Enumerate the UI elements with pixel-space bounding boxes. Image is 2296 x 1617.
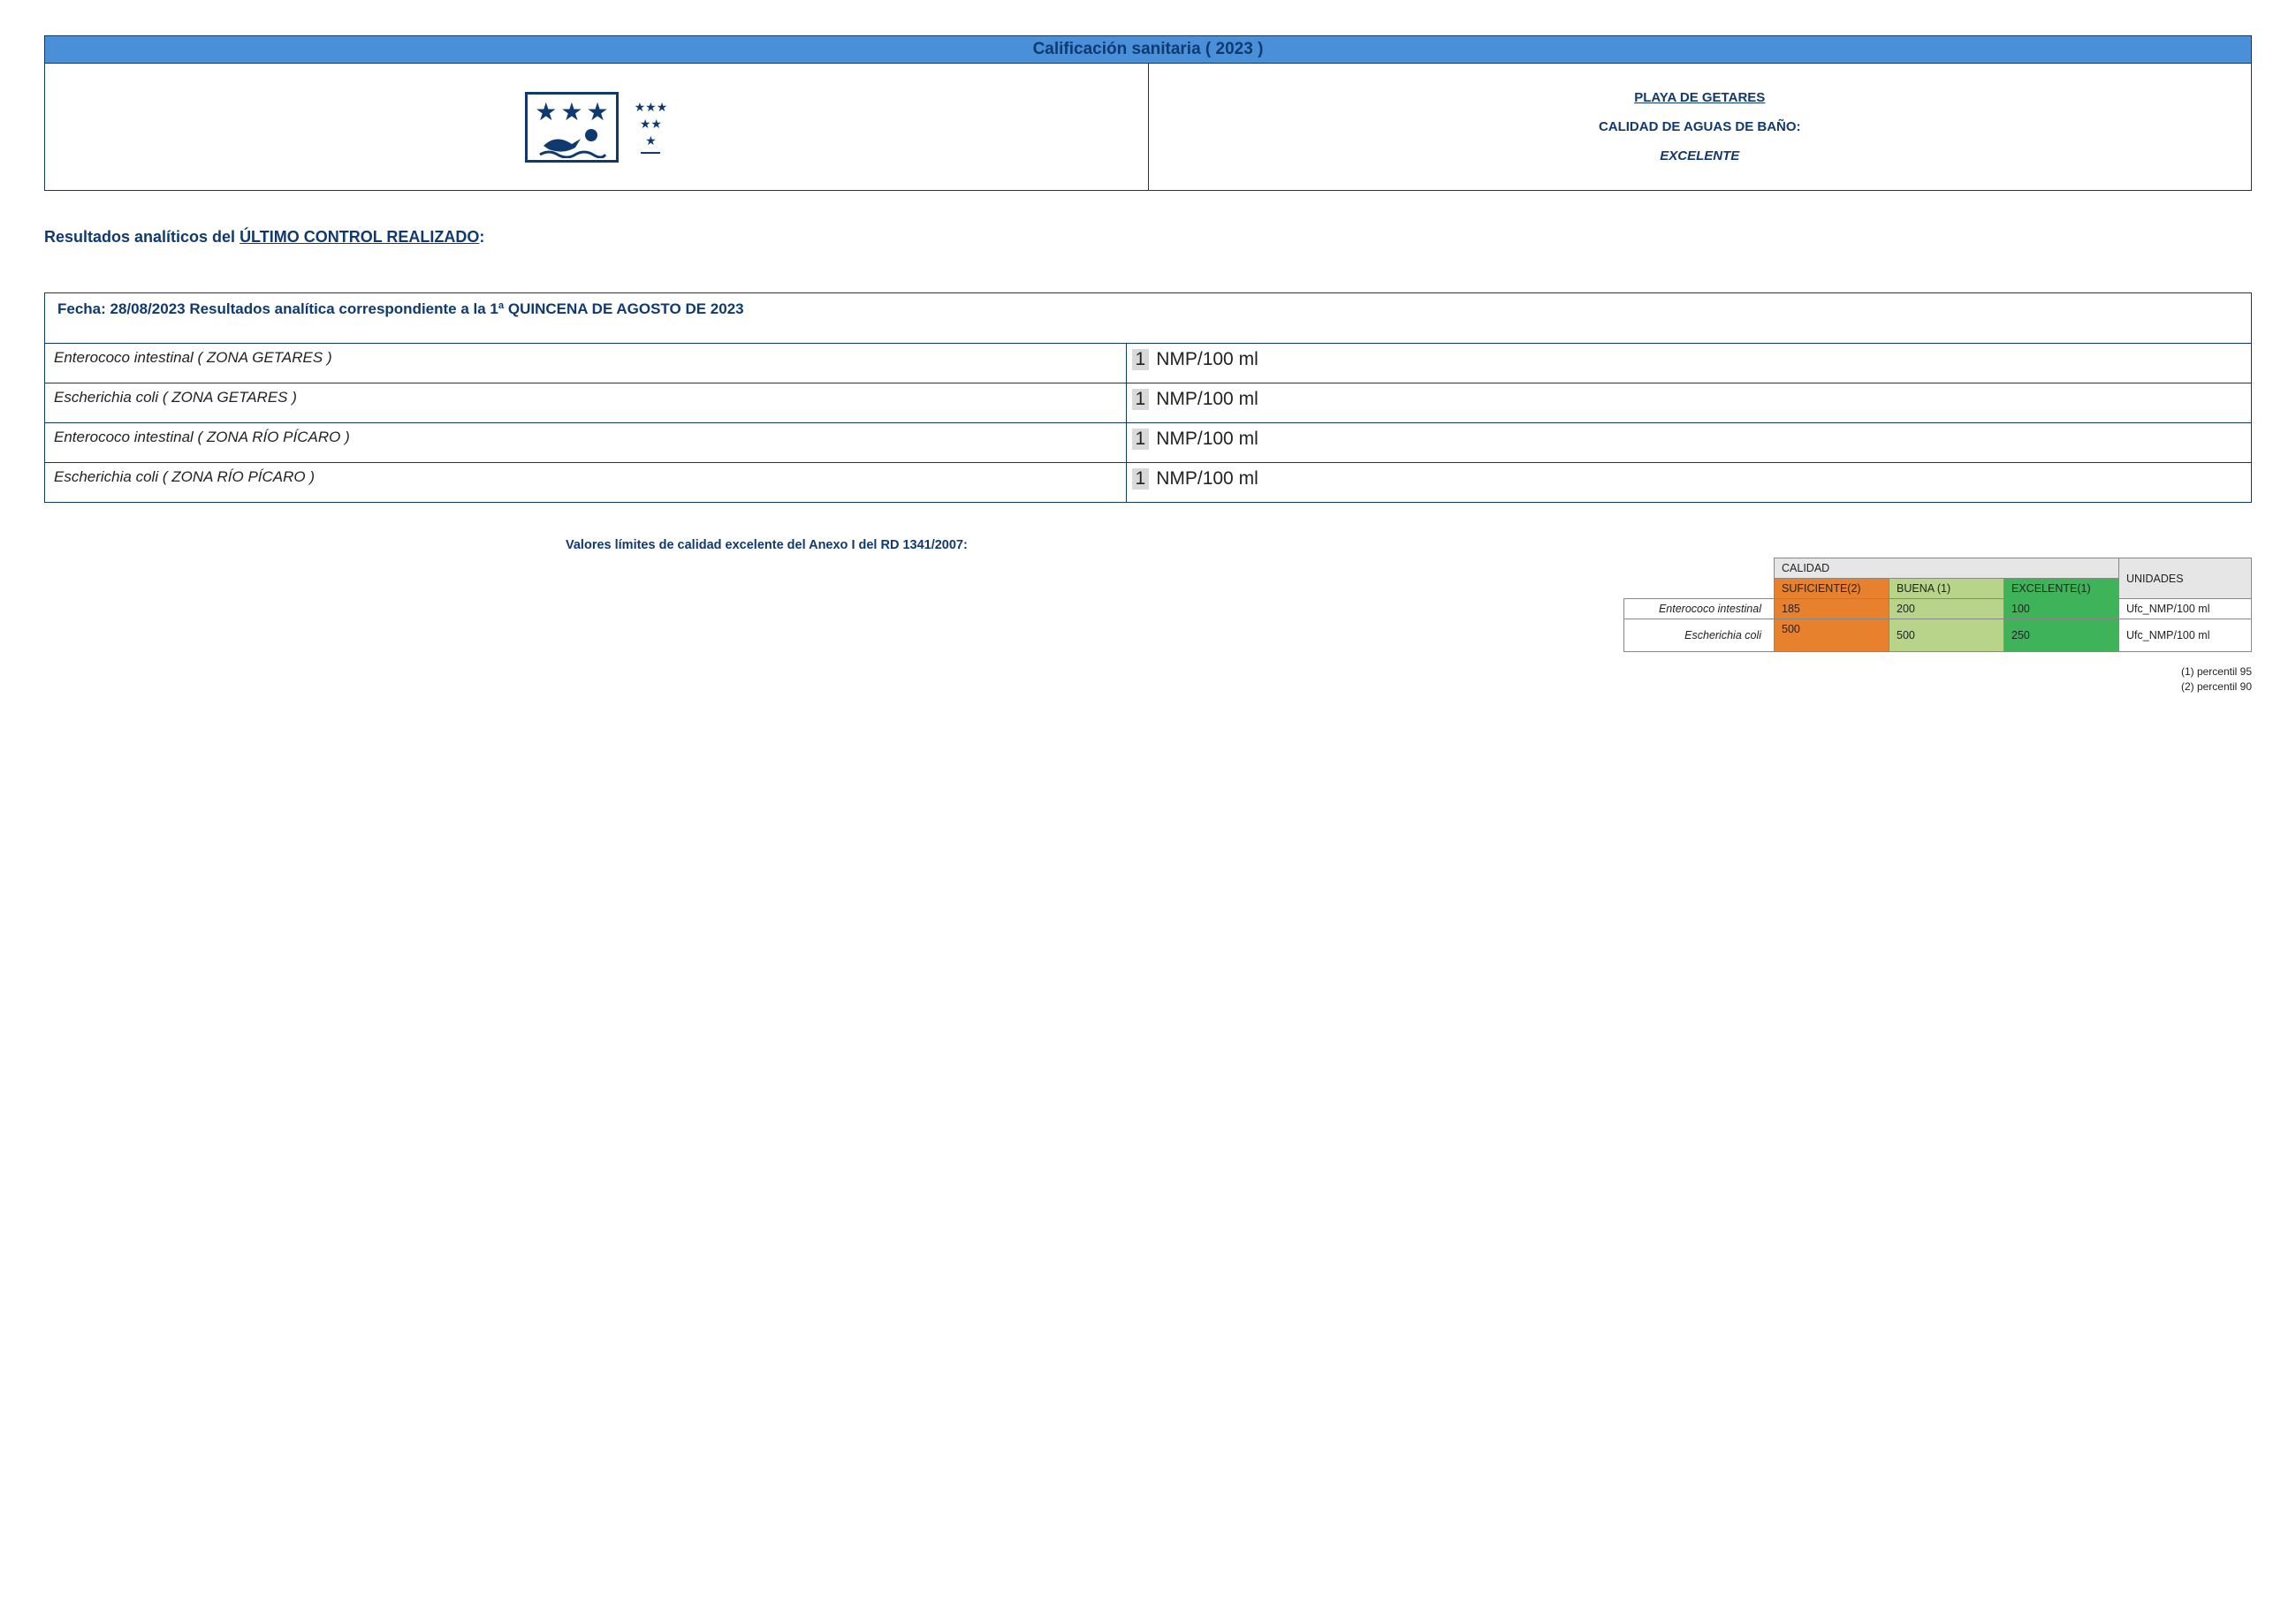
parameter-value: 1 NMP/100 ml: [1126, 463, 2251, 503]
rating-logo-cell: ★ ★ ★ ★★★ ★★ ★: [45, 64, 1149, 190]
spacer: [1624, 579, 1775, 599]
limit-row-name: Escherichia coli: [1624, 619, 1775, 652]
star-icon: ★: [657, 100, 668, 114]
results-date-header: Fecha: 28/08/2023 Resultados analítica c…: [45, 293, 2252, 344]
cat-suficiente: SUFICIENTE(2): [1775, 579, 1889, 599]
parameter-value: 1 NMP/100 ml: [1126, 423, 2251, 463]
parameter-value: 1 NMP/100 ml: [1126, 344, 2251, 383]
star-icon: ★: [650, 117, 662, 131]
value-number: 1: [1132, 349, 1150, 370]
star-icon: ★: [635, 100, 646, 114]
table-row: Enterococo intestinal ( ZONA RÍO PÍCARO …: [45, 423, 2252, 463]
scale-row: ★★: [640, 117, 662, 133]
value-number: 1: [1132, 468, 1150, 490]
limit-row-name: Enterococo intestinal: [1624, 599, 1775, 619]
table-row: Enterococo intestinal ( ZONA GETARES ) 1…: [45, 344, 2252, 383]
quality-rating: EXCELENTE: [1149, 141, 2252, 171]
value-unit: NMP/100 ml: [1156, 389, 1258, 409]
badge-stars-row: ★ ★ ★: [535, 100, 608, 125]
scale-row: ★: [645, 133, 657, 149]
col-calidad: CALIDAD: [1775, 558, 2119, 579]
limit-unidades: Ufc_NMP/100 ml: [2119, 599, 2252, 619]
results-heading: Resultados analíticos del ÚLTIMO CONTROL…: [44, 228, 2252, 247]
cat-buena: BUENA (1): [1889, 579, 2004, 599]
heading-suffix: :: [479, 228, 484, 246]
limits-table-wrap: CALIDAD UNIDADES SUFICIENTE(2) BUENA (1)…: [44, 558, 2252, 652]
col-unidades: UNIDADES: [2119, 558, 2252, 599]
value-unit: NMP/100 ml: [1156, 349, 1258, 369]
parameter-name: Escherichia coli ( ZONA GETARES ): [45, 383, 1127, 423]
star-icon: ★: [640, 117, 651, 131]
value-unit: NMP/100 ml: [1156, 429, 1258, 449]
cat-excelente: EXCELENTE(1): [2004, 579, 2119, 599]
footnotes: (1) percentil 95 (2) percentil 90: [44, 664, 2252, 695]
parameter-value: 1 NMP/100 ml: [1126, 383, 2251, 423]
table-row: Escherichia coli ( ZONA RÍO PÍCARO ) 1 NM…: [45, 463, 2252, 503]
table-row: Escherichia coli ( ZONA GETARES ) 1 NMP/1…: [45, 383, 2252, 423]
footnote-2: (2) percentil 90: [2181, 680, 2252, 693]
value-unit: NMP/100 ml: [1156, 468, 1258, 489]
limit-suficiente: 185: [1775, 599, 1889, 619]
star-icon: ★: [560, 100, 582, 125]
beach-name: PLAYA DE GETARES: [1149, 83, 2252, 112]
star-icon: ★: [645, 100, 657, 114]
table-row: Enterococo intestinal 185 200 100 Ufc_NM…: [1624, 599, 2252, 619]
parameter-name: Escherichia coli ( ZONA RÍO PÍCARO ): [45, 463, 1127, 503]
star-icon: ★: [535, 100, 557, 125]
scale-baseline: [641, 152, 660, 154]
limit-buena: 200: [1889, 599, 2004, 619]
heading-underlined: ÚLTIMO CONTROL REALIZADO: [239, 228, 479, 246]
limit-excelente: 250: [2004, 619, 2119, 652]
value-number: 1: [1132, 429, 1150, 450]
limit-suficiente: 500: [1775, 619, 1889, 652]
beach-info-cell: PLAYA DE GETARES CALIDAD DE AGUAS DE BAÑ…: [1149, 64, 2252, 190]
footnote-1: (1) percentil 95: [2181, 665, 2252, 678]
swimmer-icon: [536, 128, 607, 158]
scale-row: ★★★: [635, 100, 668, 116]
table-row: Escherichia coli 500 500 250 Ufc_NMP/100…: [1624, 619, 2252, 652]
quality-label: CALIDAD DE AGUAS DE BAÑO:: [1149, 112, 2252, 141]
spacer: [1624, 558, 1775, 579]
parameter-name: Enterococo intestinal ( ZONA GETARES ): [45, 344, 1127, 383]
table-row: Fecha: 28/08/2023 Resultados analítica c…: [45, 293, 2252, 344]
rating-scale-column: ★★★ ★★ ★: [635, 100, 668, 154]
swimmer-badge: ★ ★ ★: [525, 92, 618, 163]
star-icon: ★: [586, 100, 608, 125]
heading-prefix: Resultados analíticos del: [44, 228, 239, 246]
table-row: CALIDAD UNIDADES: [1624, 558, 2252, 579]
star-icon: ★: [645, 133, 657, 148]
limits-table: CALIDAD UNIDADES SUFICIENTE(2) BUENA (1)…: [1623, 558, 2252, 652]
parameter-name: Enterococo intestinal ( ZONA RÍO PÍCARO …: [45, 423, 1127, 463]
limits-heading: Valores límites de calidad excelente del…: [566, 538, 2252, 552]
value-number: 1: [1132, 389, 1150, 410]
limit-buena: 500: [1889, 619, 2004, 652]
limit-unidades: Ufc_NMP/100 ml: [2119, 619, 2252, 652]
limit-excelente: 100: [2004, 599, 2119, 619]
header-row: ★ ★ ★ ★★★ ★★ ★ PLAYA DE GETARES CALIDAD …: [44, 64, 2252, 191]
results-table: Fecha: 28/08/2023 Resultados analítica c…: [44, 292, 2252, 503]
title-bar: Calificación sanitaria ( 2023 ): [44, 35, 2252, 64]
